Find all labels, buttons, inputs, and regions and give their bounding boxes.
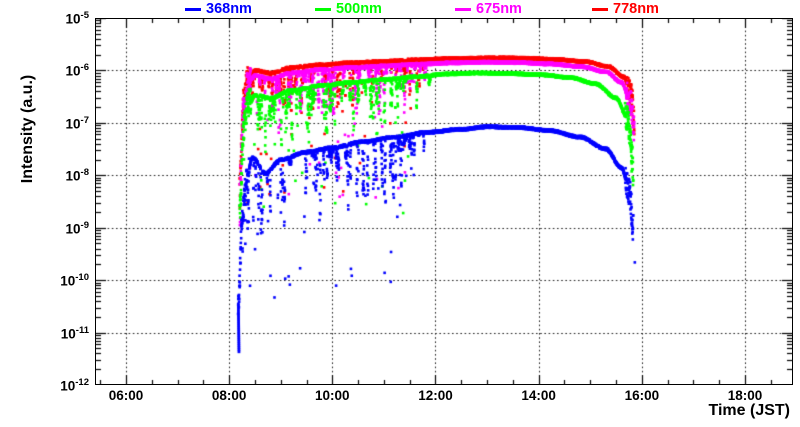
y-tick-text: 10-12: [60, 376, 89, 394]
legend-swatch-icon: [455, 7, 471, 11]
plot-canvas: [95, 18, 793, 385]
legend-item-500nm: 500nm: [315, 0, 382, 18]
x-tick-label: 10:00: [315, 388, 350, 403]
y-tick-text: 10-5: [65, 9, 89, 27]
plot-frame: [95, 18, 793, 385]
x-tick-label: 16:00: [624, 388, 660, 403]
y-tick-text: 10-6: [65, 62, 89, 79]
y-tick-text: 10-7: [65, 114, 89, 132]
legend-label: 500nm: [336, 1, 382, 17]
x-tick-label: 14:00: [521, 388, 556, 403]
legend-label: 778nm: [613, 1, 659, 17]
y-axis-title: Intensity (a.u.): [19, 74, 36, 184]
x-tick-label: 06:00: [108, 388, 144, 403]
y-tick-text: 10-11: [60, 324, 89, 341]
legend-item-675nm: 675nm: [455, 0, 522, 18]
legend-item-778nm: 778nm: [592, 0, 659, 18]
y-axis-ticks: 10-5 10-6 10-7 10-8 10-9 10-10 10-11 10-12: [0, 0, 95, 427]
legend-swatch-icon: [315, 7, 331, 11]
x-tick-label: 18:00: [727, 388, 763, 403]
y-tick-text: 10-8: [65, 167, 89, 184]
legend: 368nm 500nm 675nm 778nm: [0, 0, 800, 18]
legend-label: 675nm: [476, 1, 522, 17]
x-axis-title: Time (JST): [708, 402, 791, 419]
legend-swatch-icon: [592, 7, 608, 11]
x-tick-label: 08:00: [211, 388, 247, 403]
y-tick-text: 10-10: [60, 271, 89, 289]
x-tick-label: 12:00: [418, 388, 453, 403]
legend-label: 368nm: [206, 1, 252, 17]
y-tick-text: 10-9: [65, 219, 89, 236]
legend-item-368nm: 368nm: [185, 0, 252, 18]
legend-swatch-icon: [185, 7, 201, 11]
